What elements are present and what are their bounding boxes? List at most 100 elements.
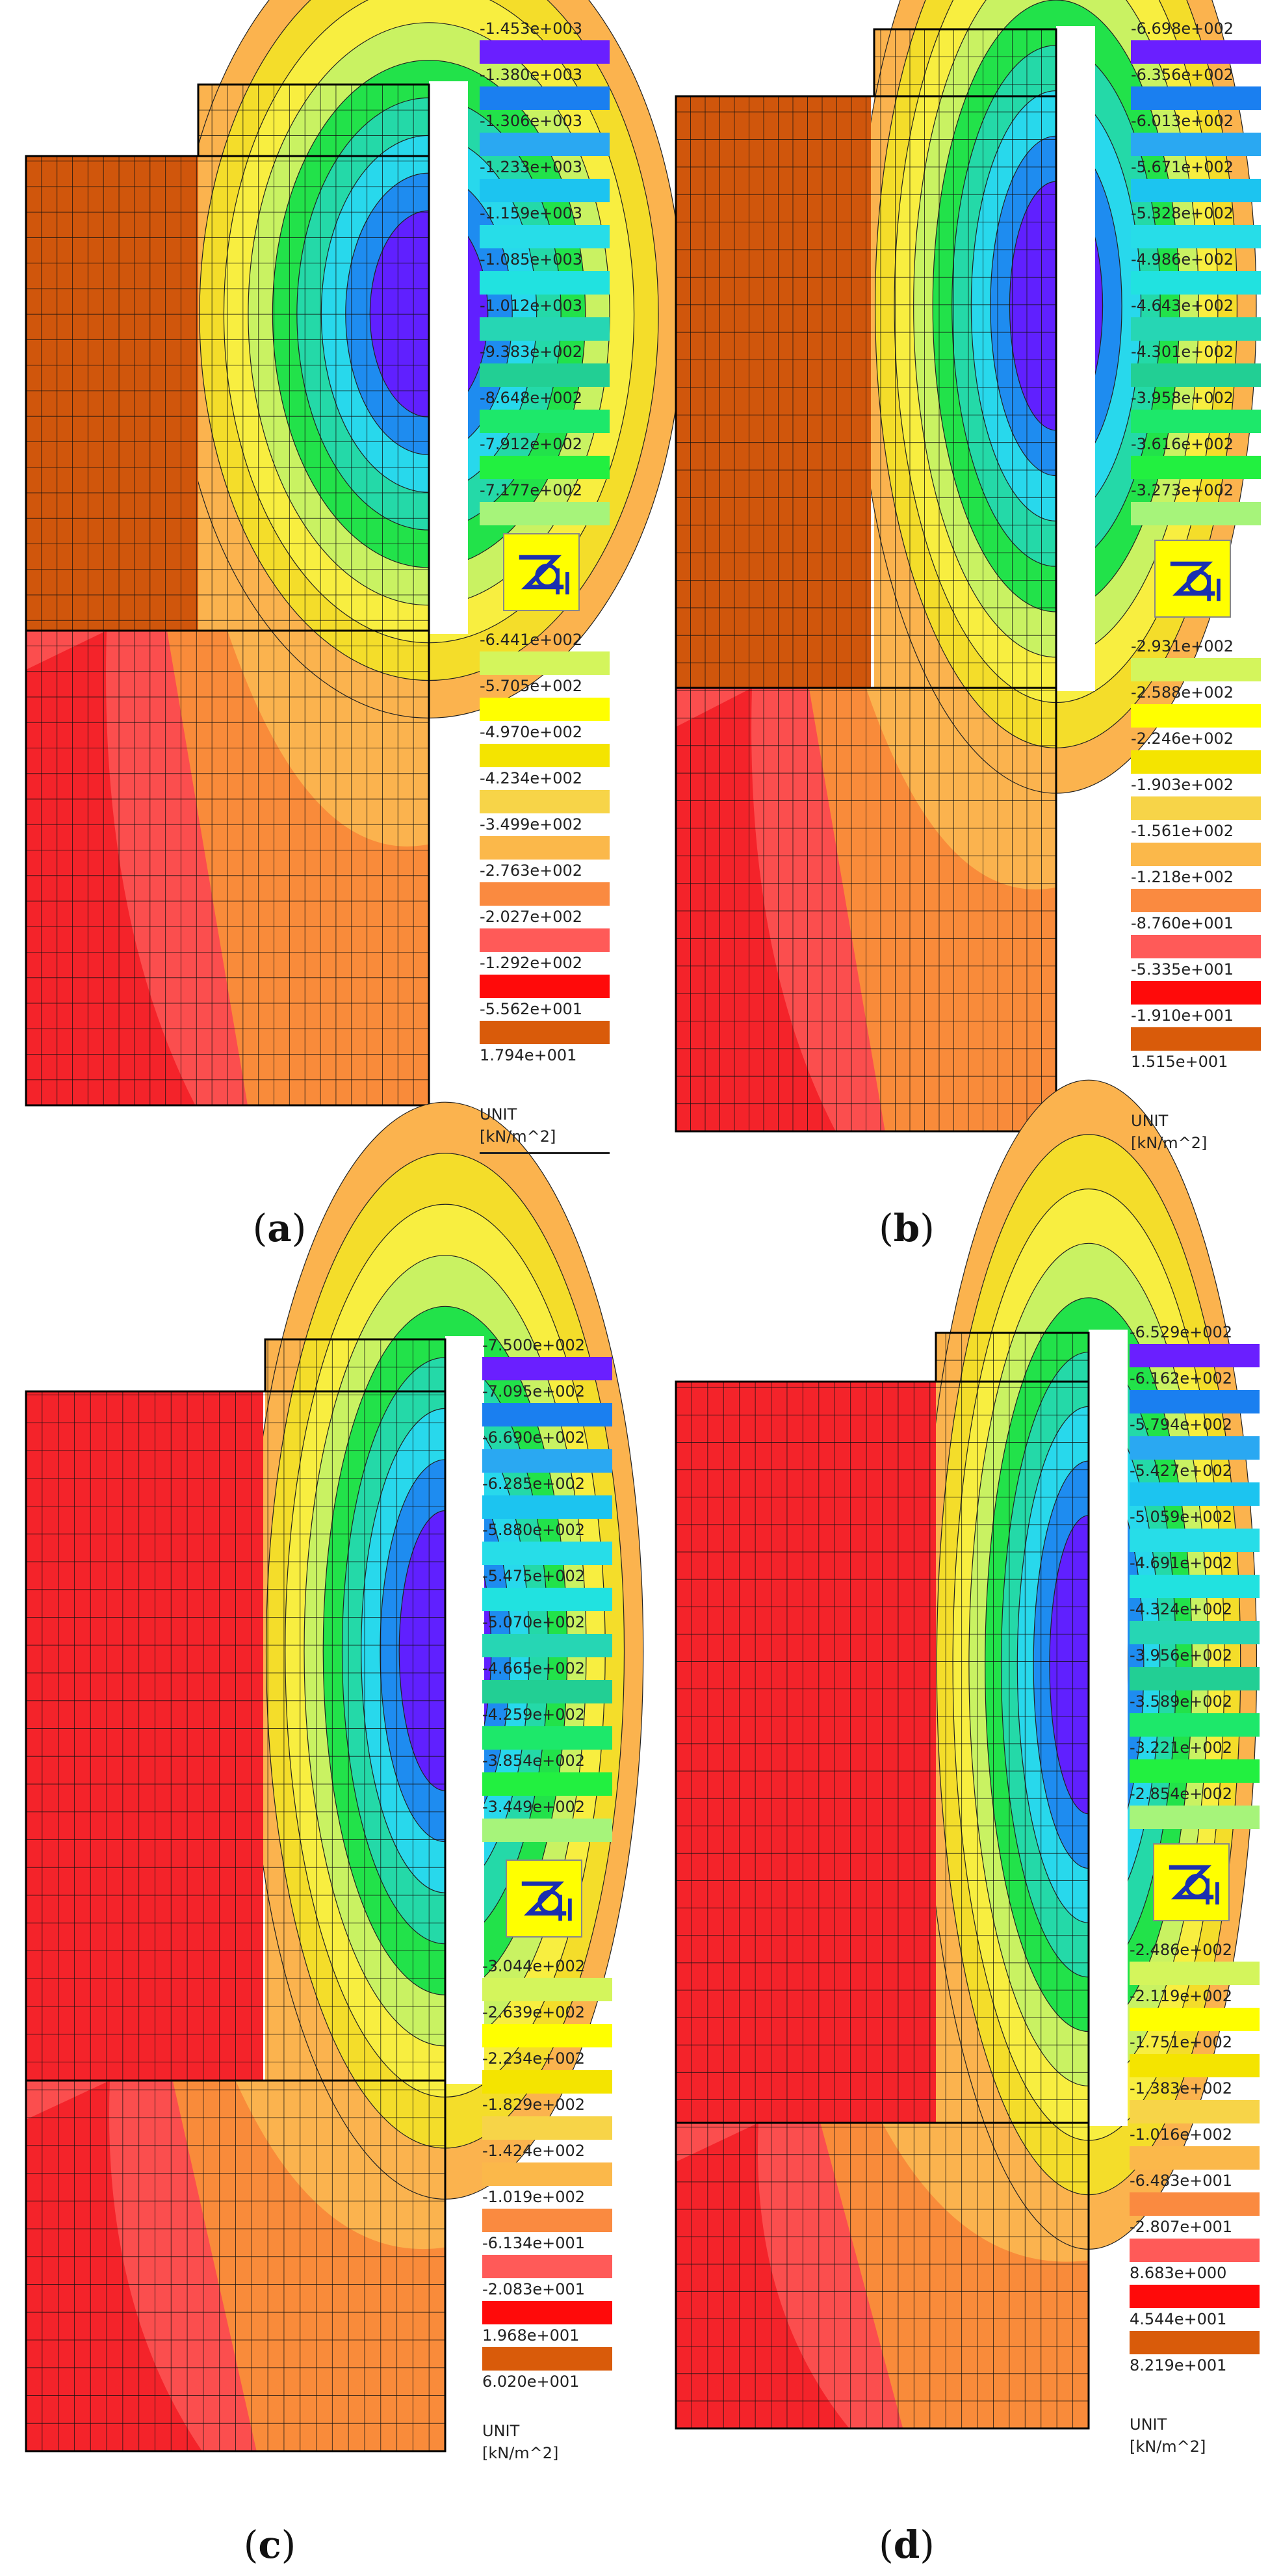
legend-swatch (1130, 1390, 1260, 1413)
legend-value: -5.328e+002 (1131, 204, 1234, 222)
legend-swatch (480, 179, 610, 202)
legend-swatch (1130, 1759, 1260, 1783)
legend-swatch (482, 1495, 612, 1519)
legend-swatch (1130, 2100, 1260, 2123)
lower-red-zone (26, 631, 196, 1105)
caption-letter: a (267, 1206, 292, 1250)
legend-swatch (480, 317, 610, 341)
panel-d-mesh (675, 1079, 1258, 2430)
legend-value: -6.483e+001 (1130, 2172, 1233, 2190)
legend-swatch (482, 1403, 612, 1426)
legend-swatch (1130, 2054, 1260, 2077)
legend-value: -7.912e+002 (480, 435, 583, 453)
legend-swatch (1131, 750, 1261, 774)
legend-value: -2.931e+002 (1131, 637, 1234, 655)
legend-swatch (1130, 1713, 1260, 1737)
legend-value: 8.219e+001 (1130, 2356, 1227, 2374)
legend-value: 6.020e+001 (482, 2372, 580, 2391)
unit-title: UNIT (482, 2422, 520, 2440)
legend-swatch (1131, 410, 1261, 433)
legend-swatch (480, 1021, 610, 1044)
legend-value: -3.499e+002 (480, 815, 583, 834)
legend-value: -7.095e+002 (482, 1382, 586, 1400)
legend-value: -6.441e+002 (480, 631, 583, 649)
legend-swatch (480, 651, 610, 675)
legend-value: -4.324e+002 (1130, 1600, 1233, 1618)
panel-caption-a: (a) (252, 1206, 307, 1250)
software-logo (1153, 1843, 1230, 1921)
legend-swatch (1130, 1575, 1260, 1598)
retained-soil-block (26, 156, 198, 631)
legend-swatch (1131, 271, 1261, 295)
legend-value: 8.683e+000 (1130, 2264, 1227, 2282)
legend-value: -2.588e+002 (1131, 683, 1234, 702)
lower-red-zone (676, 2123, 849, 2428)
legend-value: -4.691e+002 (1130, 1554, 1233, 1572)
legend-value: -1.829e+002 (482, 2096, 586, 2114)
legend-a: -1.453e+003 -1.380e+003 -1.306e+003 -1.233e… (480, 20, 616, 1157)
legend-swatch (482, 1680, 612, 1703)
legend-swatch (482, 2301, 612, 2324)
legend-swatch (1130, 1344, 1260, 1367)
retained-soil-block (676, 1382, 936, 2123)
legend-swatch (1130, 1962, 1260, 1985)
legend-value: -5.427e+002 (1130, 1462, 1233, 1480)
legend-value: -3.273e+002 (1131, 481, 1234, 499)
legend-swatch (1131, 133, 1261, 156)
legend-value: -2.246e+002 (1131, 729, 1234, 748)
legend-swatch (482, 1978, 612, 2001)
legend-value: -1.453e+003 (480, 20, 583, 38)
legend-swatch (1131, 843, 1261, 866)
legend-value: 4.544e+001 (1130, 2310, 1227, 2328)
legend-value: -5.475e+002 (482, 1567, 586, 1585)
legend-swatch (480, 928, 610, 952)
legend-value: -8.648e+002 (480, 389, 583, 407)
legend-value: -2.119e+002 (1130, 1987, 1233, 2005)
legend-swatch (480, 744, 610, 767)
legend-swatch (482, 1449, 612, 1473)
legend-swatch (1131, 225, 1261, 248)
legend-value: -3.221e+002 (1130, 1739, 1233, 1757)
legend-value: -2.486e+002 (1130, 1941, 1233, 1959)
legend-swatch (1130, 2008, 1260, 2031)
legend-value: -1.910e+001 (1131, 1006, 1234, 1025)
legend-value: -3.958e+002 (1131, 389, 1234, 407)
clip-mask (25, 81, 198, 156)
legend-value: -1.159e+003 (480, 204, 583, 222)
legend-swatch (482, 1588, 612, 1611)
legend-swatch (1131, 363, 1261, 387)
legend-value: -9.383e+002 (480, 343, 583, 361)
legend-value: -2.639e+002 (482, 2003, 586, 2021)
legend-b: -6.698e+002 -6.356e+002 -6.013e+002 -5.671e… (1131, 20, 1267, 1164)
legend-swatch (480, 456, 610, 479)
legend-swatch (482, 2070, 612, 2094)
legend-value: -2.234e+002 (482, 2049, 586, 2068)
legend-value: -6.356e+002 (1131, 66, 1234, 84)
legend-value: -1.383e+002 (1130, 2079, 1233, 2097)
unit-title: UNIT (1130, 2415, 1167, 2434)
legend-value: -4.259e+002 (482, 1705, 586, 1724)
legend-value: -1.019e+002 (482, 2188, 586, 2206)
legend-c: -7.500e+002 -7.095e+002 -6.690e+002 -6.285e… (482, 1336, 619, 2474)
legend-swatch (480, 790, 610, 813)
legend-value: 1.794e+001 (480, 1046, 577, 1064)
legend-value: 1.968e+001 (482, 2326, 580, 2345)
legend-swatch (1131, 179, 1261, 202)
legend-value: -4.986e+002 (1131, 250, 1234, 269)
unit-underline (480, 1152, 610, 1154)
software-logo (1154, 540, 1231, 618)
legend-swatch (482, 2347, 612, 2371)
legend-value: -1.561e+002 (1131, 822, 1234, 840)
legend-value: -1.424e+002 (482, 2142, 586, 2160)
legend-value: -5.562e+001 (480, 1000, 583, 1018)
legend-value: -4.970e+002 (480, 723, 583, 741)
legend-swatch (480, 975, 610, 998)
legend-swatch (482, 2024, 612, 2047)
legend-value: -6.134e+001 (482, 2234, 586, 2252)
legend-value: -2.854e+002 (1130, 1785, 1233, 1803)
legend-swatch (480, 271, 610, 295)
legend-swatch (482, 1357, 612, 1380)
legend-swatch (480, 410, 610, 433)
legend-value: -6.162e+002 (1130, 1369, 1233, 1387)
